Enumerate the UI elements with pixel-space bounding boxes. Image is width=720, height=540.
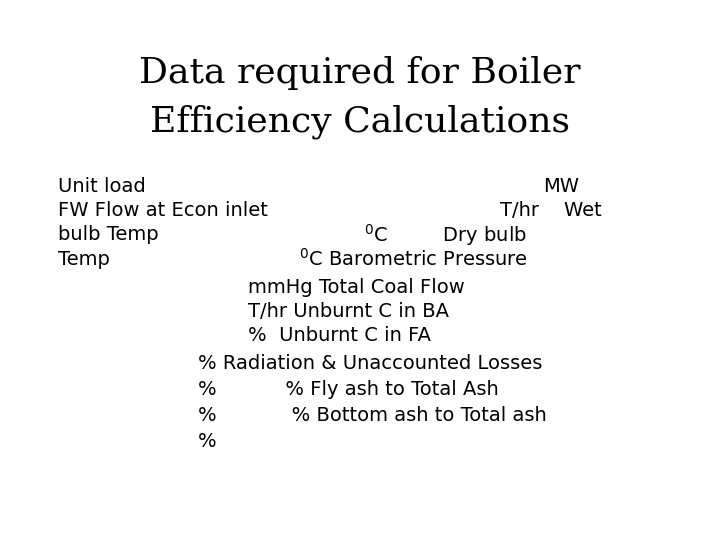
- Text: Efficiency Calculations: Efficiency Calculations: [150, 104, 570, 139]
- Text: FW Flow at Econ inlet: FW Flow at Econ inlet: [58, 201, 267, 220]
- Text: mmHg Total Coal Flow: mmHg Total Coal Flow: [248, 278, 465, 297]
- Text: Temp: Temp: [58, 249, 109, 269]
- Text: bulb Temp: bulb Temp: [58, 225, 158, 245]
- Text: T/hr Unburnt C in BA: T/hr Unburnt C in BA: [248, 302, 449, 321]
- Text: Unit load: Unit load: [58, 177, 145, 196]
- Text: % Radiation & Unaccounted Losses: % Radiation & Unaccounted Losses: [198, 354, 542, 374]
- Text: $^0$C         Dry bulb: $^0$C Dry bulb: [364, 222, 527, 248]
- Text: %           % Fly ash to Total Ash: % % Fly ash to Total Ash: [198, 380, 499, 400]
- Text: T/hr    Wet: T/hr Wet: [500, 201, 602, 220]
- Text: MW: MW: [544, 177, 580, 196]
- Text: Data required for Boiler: Data required for Boiler: [139, 56, 581, 90]
- Text: $^0$C Barometric Pressure: $^0$C Barometric Pressure: [299, 248, 528, 270]
- Text: %            % Bottom ash to Total ash: % % Bottom ash to Total ash: [198, 406, 546, 426]
- Text: %: %: [198, 432, 217, 451]
- Text: %  Unburnt C in FA: % Unburnt C in FA: [248, 326, 431, 346]
